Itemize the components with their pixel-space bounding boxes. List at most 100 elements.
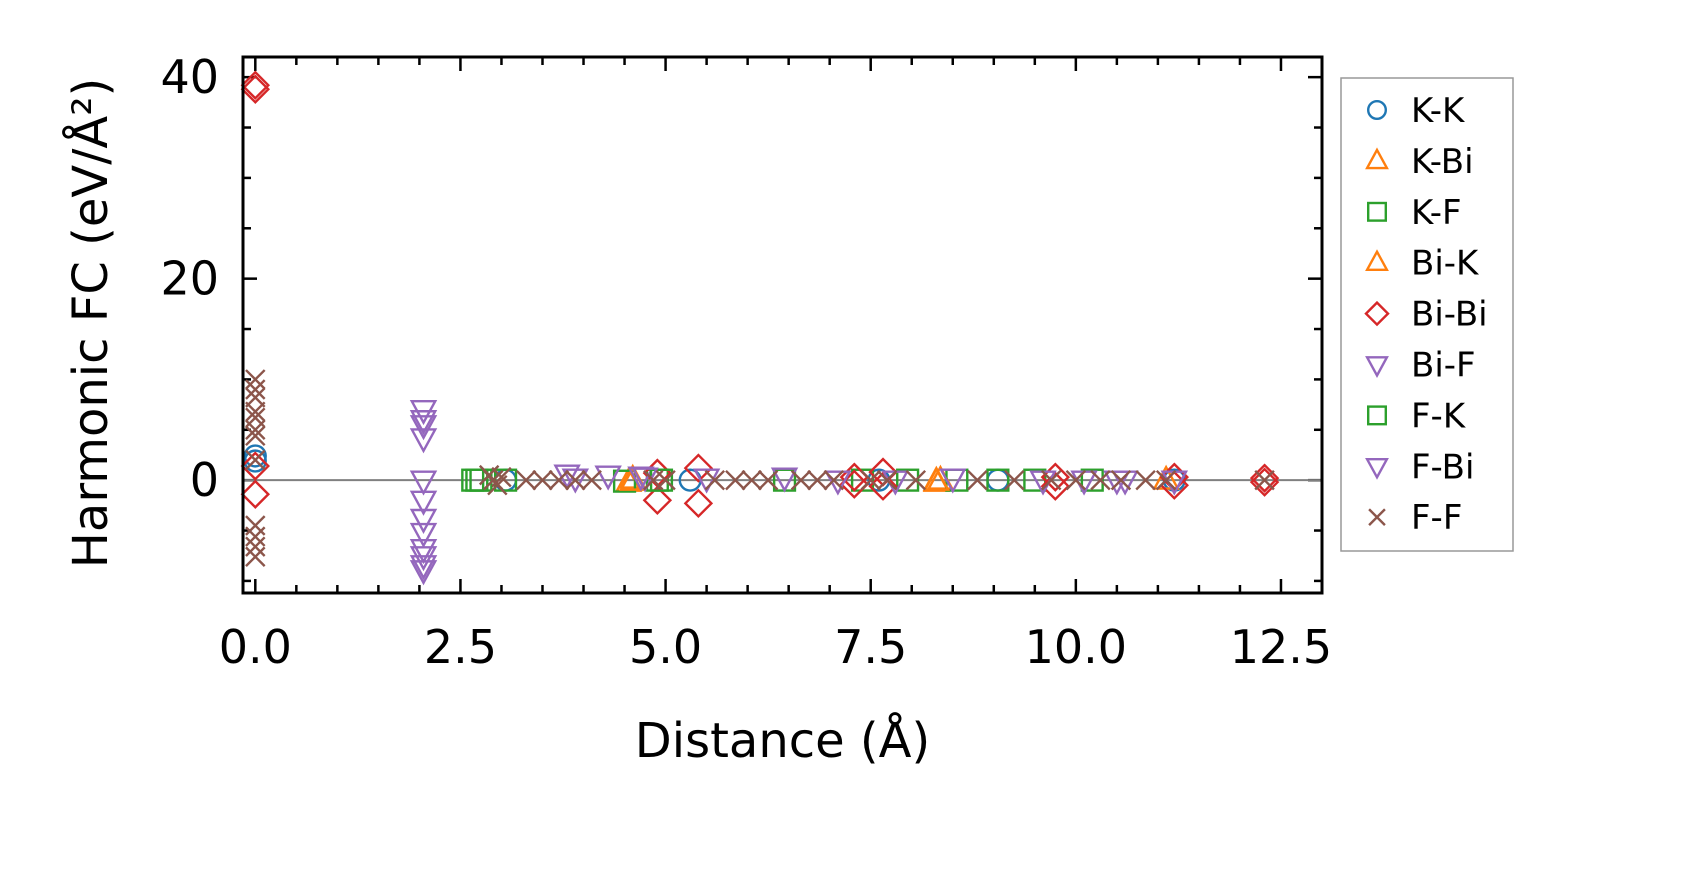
legend-box (1340, 77, 1514, 552)
data-point (1254, 469, 1275, 491)
legend-marker (1366, 201, 1387, 222)
data-point (491, 466, 512, 488)
data-point (245, 546, 266, 567)
legend-marker (1365, 249, 1389, 272)
data-point (692, 468, 721, 494)
legend-label: K-K (1411, 91, 1466, 131)
data-point (876, 469, 898, 491)
data-point (1249, 463, 1280, 493)
data-point (1041, 469, 1062, 491)
legend-entry: K-Bi (1365, 142, 1474, 182)
data-point (1040, 471, 1071, 501)
legend: K-K K-Bi K-F Bi-K Bi-Bi Bi-F F-K F-Bi F-F (1340, 77, 1514, 552)
data-point (1080, 468, 1104, 492)
legend-label: Bi-Bi (1411, 295, 1488, 335)
legend-entry: Bi-F (1365, 346, 1476, 386)
data-point (741, 469, 762, 491)
y-axis-title: Harmonic FC (eV/Å²) (62, 78, 119, 568)
data-point (245, 536, 266, 557)
data-point (581, 469, 602, 491)
data-point (642, 485, 673, 516)
legend-marker (1365, 356, 1389, 379)
data-point (939, 468, 967, 494)
data-point (922, 465, 951, 491)
data-point (790, 469, 812, 491)
series-Bi-Bi (240, 70, 1280, 519)
data-point (757, 469, 779, 491)
data-point (561, 468, 590, 494)
data-point (1135, 469, 1156, 491)
legend-entry: F-F (1368, 498, 1462, 538)
data-point (409, 522, 438, 549)
data-point (409, 546, 438, 572)
y-tick-label: 0 (190, 453, 219, 507)
data-point (409, 539, 438, 565)
legend-label: F-F (1411, 498, 1462, 538)
data-point (594, 465, 622, 491)
data-point (245, 425, 266, 447)
data-point (240, 451, 271, 481)
data-point (860, 469, 881, 491)
series-F-F (245, 369, 1275, 567)
y-tick-label: 40 (160, 50, 219, 104)
data-point (725, 469, 746, 491)
data-point (896, 468, 920, 492)
data-point (1065, 469, 1087, 491)
legend-label: Bi-F (1411, 346, 1476, 386)
legend-label: Bi-K (1411, 244, 1480, 284)
y-tick-label: 20 (160, 252, 219, 306)
legend-label: F-K (1411, 396, 1467, 436)
data-point (515, 469, 537, 491)
data-point (240, 74, 271, 104)
data-point (612, 469, 637, 493)
legend-label: K-Bi (1411, 142, 1474, 182)
data-point (409, 470, 438, 496)
x-tick-label: 7.5 (834, 620, 907, 674)
data-point (245, 449, 266, 471)
x-tick-label: 10.0 (1025, 620, 1127, 674)
legend-entry: K-F (1366, 193, 1462, 233)
data-point (245, 379, 266, 400)
data-point (967, 469, 988, 491)
legend-entry: K-K (1366, 91, 1466, 131)
x-tick-label: 5.0 (629, 620, 702, 674)
data-point (1110, 469, 1132, 491)
data-points (240, 70, 1280, 586)
data-point (655, 469, 676, 491)
data-point (683, 488, 714, 519)
data-point (868, 471, 898, 501)
data-point (409, 490, 438, 516)
legend-entry: F-K (1366, 396, 1467, 436)
data-point (1249, 467, 1280, 497)
legend-marker (1366, 99, 1387, 120)
data-point (905, 469, 927, 491)
data-point (243, 449, 267, 473)
legend-label: K-F (1411, 193, 1462, 233)
legend-marker (1365, 147, 1389, 170)
data-point (465, 468, 489, 492)
data-point (683, 453, 714, 483)
legend-entry: Bi-Bi (1364, 295, 1488, 335)
data-point (409, 428, 438, 454)
data-point (1004, 469, 1025, 491)
data-point (245, 419, 266, 440)
data-point (770, 467, 799, 493)
data-point (245, 369, 266, 390)
data-point (807, 469, 828, 491)
legend-label: F-Bi (1411, 447, 1474, 487)
data-point (409, 508, 438, 534)
data-point (704, 469, 726, 491)
legend-marker (1364, 300, 1390, 327)
legend-marker (1368, 508, 1386, 526)
legend-entry: Bi-K (1365, 244, 1480, 284)
data-point (548, 469, 570, 491)
x-tick-label: 2.5 (424, 620, 497, 674)
data-point (532, 469, 553, 491)
tick-labels: 0.0 2.5 5.0 7.5 10.0 12.5 0 20 40 (160, 50, 1332, 674)
plot-frame (241, 55, 1324, 595)
data-point (986, 468, 1010, 492)
data-point (240, 70, 271, 100)
data-point (409, 560, 438, 586)
data-point (245, 401, 266, 422)
